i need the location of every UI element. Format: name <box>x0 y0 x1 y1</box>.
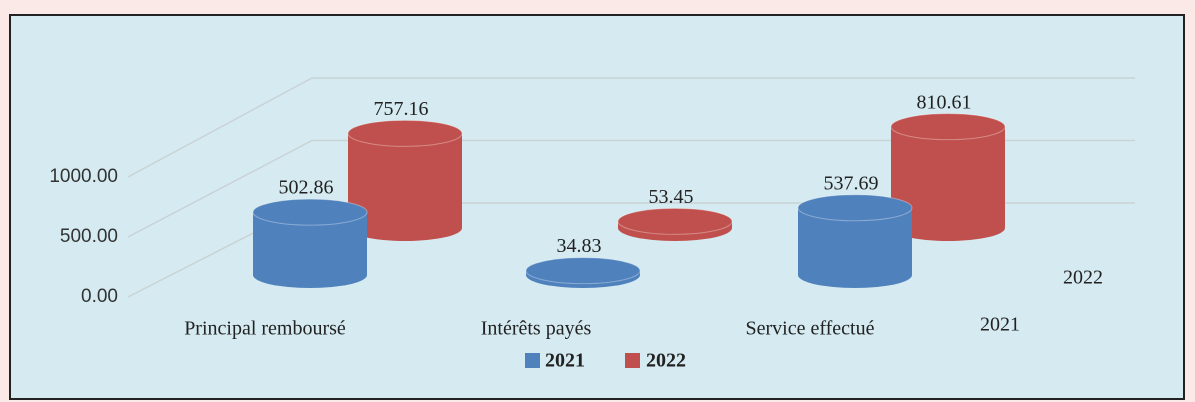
cylinder <box>525 257 641 288</box>
y-tick-label: 500.00 <box>60 226 118 247</box>
cylinder-top <box>525 257 641 285</box>
value-label: 810.61 <box>917 91 972 113</box>
y-tick-label: 1000.00 <box>49 166 118 187</box>
value-label: 34.83 <box>557 235 602 257</box>
cylinder-body <box>348 133 462 241</box>
cylinder <box>890 113 1006 241</box>
cylinder-body <box>253 212 367 288</box>
x-tick-label: Intérêts payés <box>481 318 592 340</box>
y-tick-label: 0.00 <box>81 286 118 307</box>
legend-label: 2021 <box>545 350 585 372</box>
cylinder <box>797 194 913 288</box>
x-tick-label: Principal remboursé <box>184 318 346 340</box>
cylinder-top <box>252 198 368 226</box>
legend-swatch <box>625 353 640 368</box>
cylinder-top <box>347 119 463 147</box>
value-label: 53.45 <box>649 186 694 208</box>
depth-label: 2022 <box>1063 267 1103 289</box>
cylinder-top <box>617 207 733 235</box>
depth-label: 2021 <box>980 314 1020 336</box>
cylinder-body <box>891 126 1005 241</box>
value-label: 757.16 <box>374 98 429 120</box>
cylinder <box>252 198 368 288</box>
cylinder <box>347 119 463 241</box>
legend-label: 2022 <box>646 350 686 372</box>
legend-swatch <box>525 353 540 368</box>
cylinder-top <box>890 113 1006 141</box>
value-label: 502.86 <box>279 177 334 199</box>
grid-line <box>127 139 1135 238</box>
cylinder-body <box>798 207 912 288</box>
cylinder-top <box>797 194 913 222</box>
cylinder <box>617 207 733 241</box>
grid-line <box>127 77 1135 178</box>
x-tick-label: Service effectué <box>746 318 875 340</box>
value-label: 537.69 <box>824 172 879 194</box>
